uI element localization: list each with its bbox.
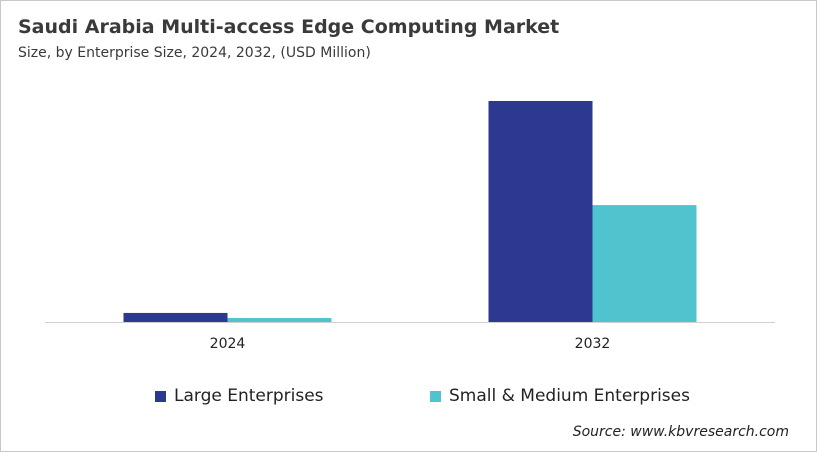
legend-item-large: Large Enterprises bbox=[155, 386, 324, 406]
legend-swatch bbox=[155, 390, 166, 402]
legend-item-small-medium: Small & Medium Enterprises bbox=[430, 386, 690, 406]
bar-2032-small-medium bbox=[592, 205, 697, 322]
bar-2024-large bbox=[123, 312, 228, 322]
x-tick-label: 2032 bbox=[575, 336, 611, 352]
source-note: Source: www.kbvresearch.com bbox=[572, 424, 789, 440]
legend-swatch bbox=[430, 390, 441, 402]
bar-2032-large bbox=[488, 101, 593, 322]
legend-label: Small & Medium Enterprises bbox=[449, 386, 690, 406]
bar-2024-small-medium bbox=[227, 318, 332, 322]
x-tick-label: 2024 bbox=[210, 336, 246, 352]
chart-subtitle: Size, by Enterprise Size, 2024, 2032, (U… bbox=[18, 45, 371, 61]
legend-label: Large Enterprises bbox=[174, 386, 324, 406]
chart-title: Saudi Arabia Multi-access Edge Computing… bbox=[18, 16, 560, 38]
